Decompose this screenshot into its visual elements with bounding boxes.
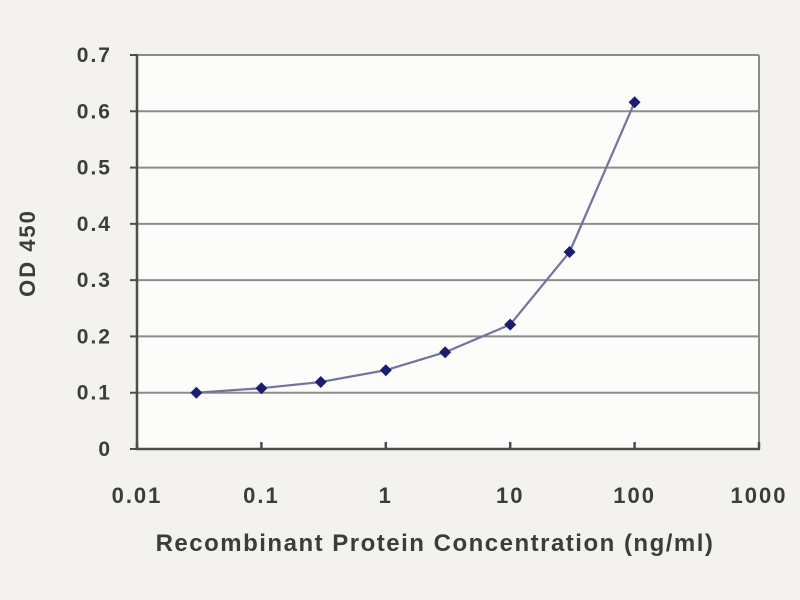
data-point-marker	[563, 246, 576, 258]
y-tick-label: 0.2	[77, 325, 112, 348]
y-tick-label: 0.4	[77, 213, 112, 236]
x-tick-label: 10	[496, 483, 524, 508]
x-tick-label: 0.01	[112, 483, 163, 508]
series-line	[195, 101, 636, 394]
y-tick-label: 0.5	[77, 157, 112, 180]
x-tick-label: 0.1	[243, 483, 280, 508]
data-point-marker	[255, 382, 268, 395]
y-tick-label: 0.7	[77, 44, 112, 67]
data-point-marker	[439, 346, 452, 359]
data-point-marker	[504, 318, 517, 331]
y-tick-label: 0	[98, 438, 112, 461]
x-tick-label: 100	[613, 483, 656, 508]
y-tick-label: 0.1	[77, 382, 112, 405]
data-point-marker	[628, 96, 641, 109]
data-point-marker	[190, 386, 203, 399]
y-tick-label: 0.6	[77, 100, 112, 123]
plot-area	[137, 55, 759, 449]
data-point-marker	[379, 364, 392, 377]
y-tick-label: 0.3	[77, 269, 112, 292]
x-tick-label: 1000	[731, 483, 788, 508]
x-axis-title: Recombinant Protein Concentration (ng/ml…	[155, 530, 715, 557]
data-point-marker	[314, 376, 327, 389]
x-tick-label: 1	[379, 483, 393, 508]
y-axis-title: OD 450	[15, 209, 40, 297]
